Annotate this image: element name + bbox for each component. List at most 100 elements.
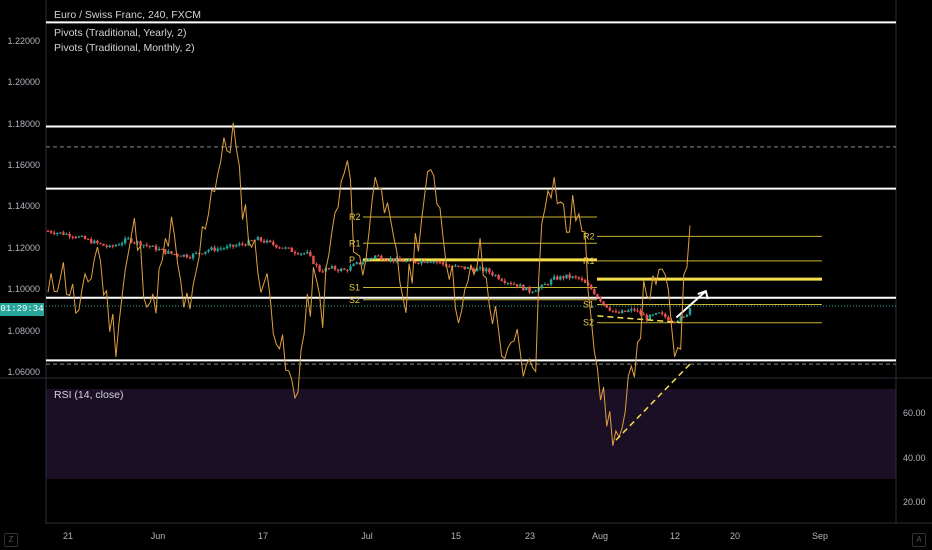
candle-body — [222, 248, 226, 250]
candle-body — [176, 254, 179, 256]
candle-body — [151, 245, 155, 247]
candle-body — [559, 276, 562, 280]
candle-body — [645, 314, 648, 320]
candle-body — [488, 268, 491, 273]
candle-body — [52, 232, 56, 234]
candle-body — [460, 266, 463, 268]
candle-body — [512, 283, 516, 285]
candle-body — [188, 257, 192, 259]
rsi-tick: 20.00 — [903, 497, 926, 507]
candle-body — [207, 249, 210, 252]
candle-body — [556, 276, 559, 280]
candle-body — [194, 252, 198, 254]
timezone-button[interactable]: Z — [4, 533, 18, 547]
candle-body — [275, 244, 278, 248]
yearly-pivots-legend[interactable]: Pivots (Traditional, Yearly, 2) — [54, 27, 187, 39]
candle-body — [336, 269, 340, 272]
candle-body — [49, 231, 53, 233]
candle-body — [361, 262, 365, 264]
candle-body — [244, 244, 247, 246]
time-tick: 20 — [729, 531, 741, 541]
candle-body — [565, 274, 568, 279]
candle-body — [546, 284, 550, 286]
candle-body — [602, 301, 605, 305]
candle-body — [80, 236, 84, 238]
candle-body — [617, 312, 621, 314]
candle-body — [534, 290, 537, 292]
candle-body — [398, 258, 402, 261]
candle-body — [642, 314, 645, 316]
price-tick: 1.20000 — [7, 77, 40, 87]
candle-body — [392, 258, 395, 262]
candle-body — [71, 236, 74, 238]
rsi-line — [47, 122, 691, 446]
candle-body — [667, 317, 670, 321]
candle-body — [543, 284, 547, 286]
candle-body — [235, 245, 238, 247]
august-pivot-label-s1: S1 — [583, 300, 594, 310]
candle-body — [377, 255, 380, 257]
candle-body — [306, 252, 309, 254]
candle-body — [373, 255, 377, 259]
candle-body — [127, 238, 130, 240]
candle-body — [614, 311, 618, 313]
candle-body — [120, 243, 124, 245]
candle-body — [142, 244, 145, 246]
candle-body — [312, 255, 315, 264]
symbol-legend[interactable]: Euro / Swiss Franc, 240, FXCM — [54, 9, 202, 21]
price-tick: 1.18000 — [7, 119, 40, 129]
candle-body — [179, 255, 182, 257]
candle-body — [309, 252, 312, 256]
candle-body — [571, 276, 574, 278]
candle-body — [170, 251, 173, 254]
candle-body — [401, 260, 405, 262]
candle-body — [611, 310, 615, 312]
candle-body — [485, 268, 488, 272]
candle-body — [231, 244, 235, 247]
auto-scale-button[interactable]: A — [912, 533, 926, 547]
candle-body — [414, 261, 417, 263]
candle-body — [108, 245, 111, 247]
monthly-pivots-legend[interactable]: Pivots (Traditional, Monthly, 2) — [54, 42, 195, 54]
rsi-divergence-trendline — [615, 363, 691, 441]
candle-body — [404, 260, 408, 262]
price-support-trendline — [597, 315, 681, 324]
rsi-tick: 40.00 — [903, 453, 926, 463]
candle-body — [383, 259, 386, 261]
price-tick: 1.22000 — [7, 36, 40, 46]
candle-body — [133, 242, 136, 244]
candle-body — [355, 262, 358, 265]
target-arrowhead-icon — [697, 289, 709, 300]
candle-body — [596, 294, 599, 298]
candle-body — [682, 316, 686, 318]
candle-body — [491, 272, 494, 276]
candle-body — [333, 266, 337, 270]
rsi-legend[interactable]: RSI (14, close) — [54, 389, 124, 401]
candle-body — [284, 247, 287, 249]
candle-body — [651, 314, 655, 316]
time-tick: Aug — [591, 531, 609, 541]
candle-body — [228, 244, 232, 247]
candle-body — [219, 248, 223, 250]
candle-body — [164, 249, 167, 254]
candle-body — [204, 251, 207, 254]
candle-body — [225, 246, 229, 249]
candle-body — [148, 245, 152, 247]
candle-body — [111, 245, 115, 247]
candle-body — [623, 310, 627, 312]
candle-body — [506, 282, 510, 284]
candle-body — [522, 284, 525, 291]
candle-body — [664, 313, 667, 318]
candle-body — [293, 251, 297, 254]
price-tick: 1.10000 — [7, 284, 40, 294]
candle-body — [302, 253, 306, 255]
candle-body — [216, 248, 219, 251]
candle-body — [654, 312, 658, 315]
candle-body — [407, 259, 411, 261]
candle-body — [639, 310, 642, 315]
candle-body — [466, 267, 469, 269]
august-pivot-label-s2: S2 — [583, 318, 594, 328]
candle-body — [417, 262, 420, 264]
candle-body — [93, 240, 96, 244]
